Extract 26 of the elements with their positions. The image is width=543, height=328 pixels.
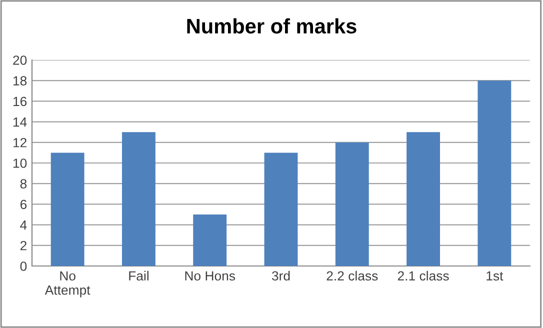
y-tick-label: 16	[13, 96, 27, 106]
x-tick-label: No Hons	[185, 271, 236, 281]
bar	[478, 80, 512, 266]
y-tick-label: 2	[20, 240, 26, 250]
x-tick-label: 2.1 class	[398, 270, 449, 281]
x-tick-label: 3rd	[272, 270, 290, 281]
bar	[406, 132, 440, 266]
y-tick-label: 8	[20, 179, 27, 189]
x-tick-label: No Attempt	[44, 271, 90, 298]
y-tick-label: 4	[20, 220, 27, 230]
x-tick-label: 2.2 class	[326, 270, 378, 281]
bar	[122, 132, 156, 266]
bar	[264, 152, 298, 266]
bar	[335, 142, 369, 266]
y-tick-label: 12	[13, 138, 26, 148]
y-tick-label: 0	[20, 262, 27, 271]
x-tick-label: Fail	[129, 270, 148, 281]
y-tick-label: 14	[13, 118, 27, 127]
y-tick-label: 6	[20, 200, 27, 210]
chart-title: Number of marks	[187, 18, 356, 34]
y-tick-label: 18	[13, 76, 27, 86]
bar	[50, 152, 84, 266]
y-tick-label: 20	[13, 56, 27, 65]
bar	[193, 214, 227, 266]
y-tick-label: 10	[13, 158, 27, 168]
x-tick-label: 1st	[486, 271, 504, 281]
